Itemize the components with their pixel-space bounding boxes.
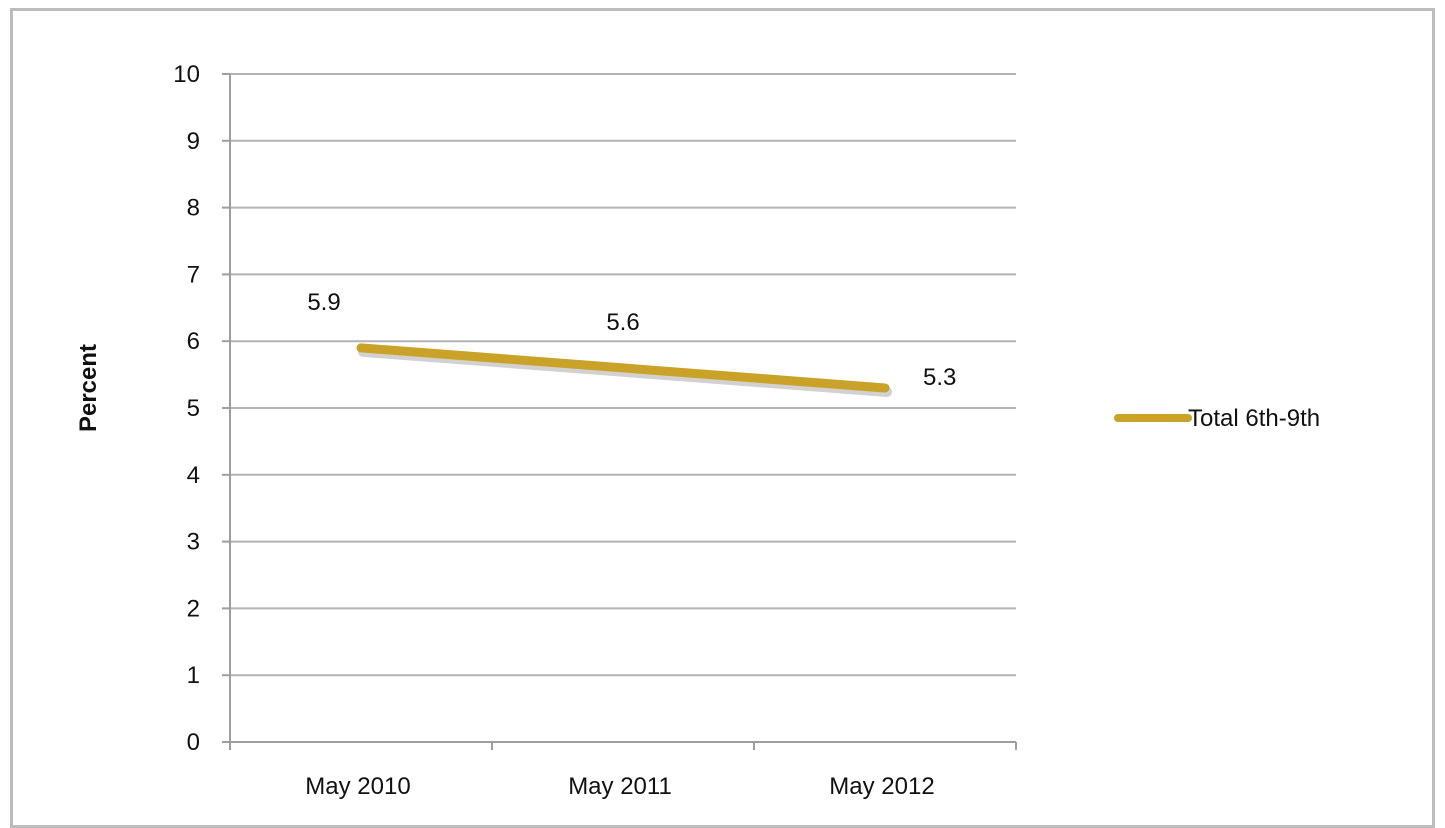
x-tick-label-2: May 2012 <box>829 773 934 800</box>
y-tick-label-7: 7 <box>187 261 200 288</box>
y-tick-label-2: 2 <box>187 595 200 622</box>
y-tick-label-4: 4 <box>187 462 200 489</box>
axes <box>229 74 1016 743</box>
x-tick-labels: May 2010 May 2011 May 2012 <box>229 742 1017 800</box>
x-tick-label-0: May 2010 <box>305 773 410 800</box>
y-tick-label-8: 8 <box>187 195 200 222</box>
y-tick-label-5: 5 <box>187 395 200 422</box>
series-lines <box>356 343 892 397</box>
y-tick-label-6: 6 <box>187 328 200 355</box>
y-tick-labels: 0 1 2 3 4 5 6 7 8 9 10 <box>173 61 200 756</box>
y-tick-label-10: 10 <box>173 61 200 88</box>
y-axis-title: Percent <box>75 344 102 432</box>
legend: Total 6th-9th <box>1114 405 1320 432</box>
gridlines <box>222 73 1016 743</box>
y-tick-label-9: 9 <box>187 128 200 155</box>
data-label-2: 5.3 <box>923 364 956 391</box>
y-tick-label-0: 0 <box>187 729 200 756</box>
data-label-0: 5.9 <box>307 289 340 316</box>
legend-label-total-6th-9th: Total 6th-9th <box>1188 405 1320 432</box>
chart-frame <box>10 8 1435 828</box>
series-line-0 <box>356 343 890 393</box>
y-tick-label-1: 1 <box>187 662 200 689</box>
data-labels: 5.9 5.6 5.3 <box>307 289 956 391</box>
data-label-1: 5.6 <box>606 309 639 336</box>
x-tick-label-1: May 2011 <box>568 773 672 800</box>
y-tick-label-3: 3 <box>187 529 200 556</box>
